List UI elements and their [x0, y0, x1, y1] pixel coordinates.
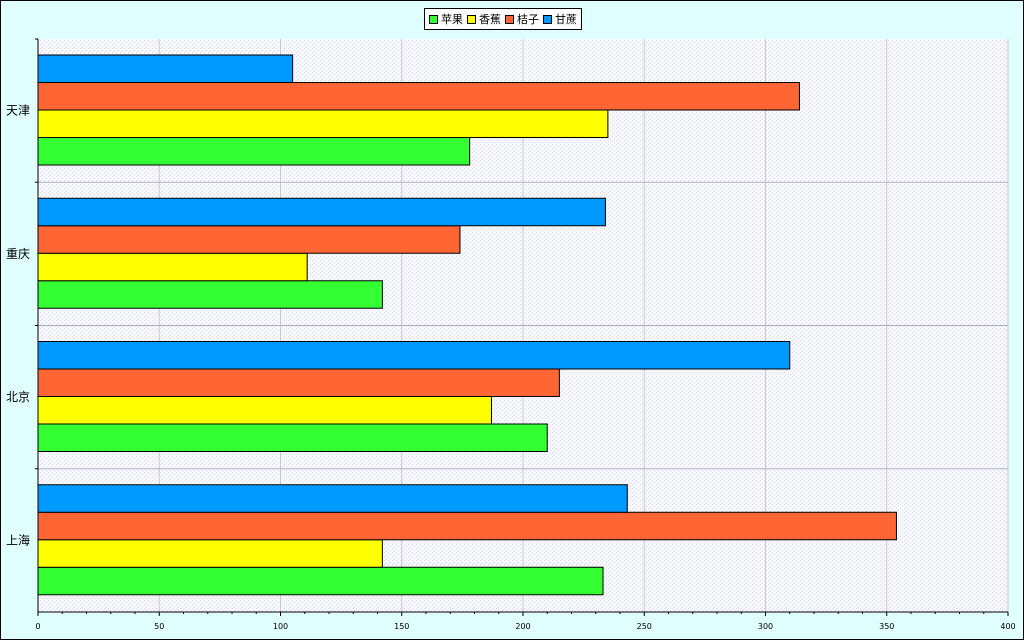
bar — [37, 197, 606, 227]
category-label: 重庆 — [6, 247, 30, 261]
bar — [37, 252, 308, 282]
bar — [37, 539, 383, 568]
x-tick-label: 350 — [879, 622, 894, 631]
bar — [37, 423, 548, 452]
legend-label-apple: 苹果 — [441, 13, 463, 26]
x-tick-label: 400 — [1000, 622, 1015, 631]
legend-item-sugarcane: 甘蔗 — [543, 11, 577, 27]
x-tick-label: 0 — [35, 622, 40, 631]
category-label: 天津 — [6, 104, 30, 118]
legend-swatch-sugarcane — [543, 14, 552, 24]
legend-item-banana: 香蕉 — [467, 11, 501, 27]
bar — [37, 566, 604, 596]
bar — [37, 341, 791, 370]
legend-swatch-banana — [467, 14, 476, 24]
bar — [37, 484, 628, 513]
bar — [37, 54, 294, 83]
bar — [37, 396, 492, 425]
bars — [37, 54, 897, 596]
x-tick-label: 250 — [637, 622, 652, 631]
x-tick-label: 100 — [273, 622, 288, 631]
legend-swatch-apple — [429, 14, 438, 24]
x-tick-label: 300 — [758, 622, 773, 631]
bar — [37, 368, 560, 397]
bar — [37, 137, 471, 166]
axes — [35, 38, 1009, 616]
bar — [37, 82, 800, 111]
bar — [37, 280, 383, 309]
bar — [37, 511, 897, 541]
x-tick-label: 50 — [154, 622, 164, 631]
legend-label-orange: 桔子 — [517, 13, 539, 26]
category-label: 上海 — [6, 532, 30, 547]
category-label: 北京 — [6, 390, 30, 404]
legend-item-orange: 桔子 — [505, 11, 539, 27]
x-tick-label: 200 — [515, 622, 530, 631]
legend-label-banana: 香蕉 — [479, 13, 501, 26]
legend-swatch-orange — [505, 14, 514, 24]
bar — [37, 109, 609, 138]
legend: 苹果 香蕉 桔子 甘蔗 — [424, 8, 582, 30]
legend-label-sugarcane: 甘蔗 — [555, 13, 577, 26]
bar — [37, 225, 461, 254]
x-tick-label: 150 — [394, 622, 409, 631]
legend-item-apple: 苹果 — [429, 11, 463, 27]
